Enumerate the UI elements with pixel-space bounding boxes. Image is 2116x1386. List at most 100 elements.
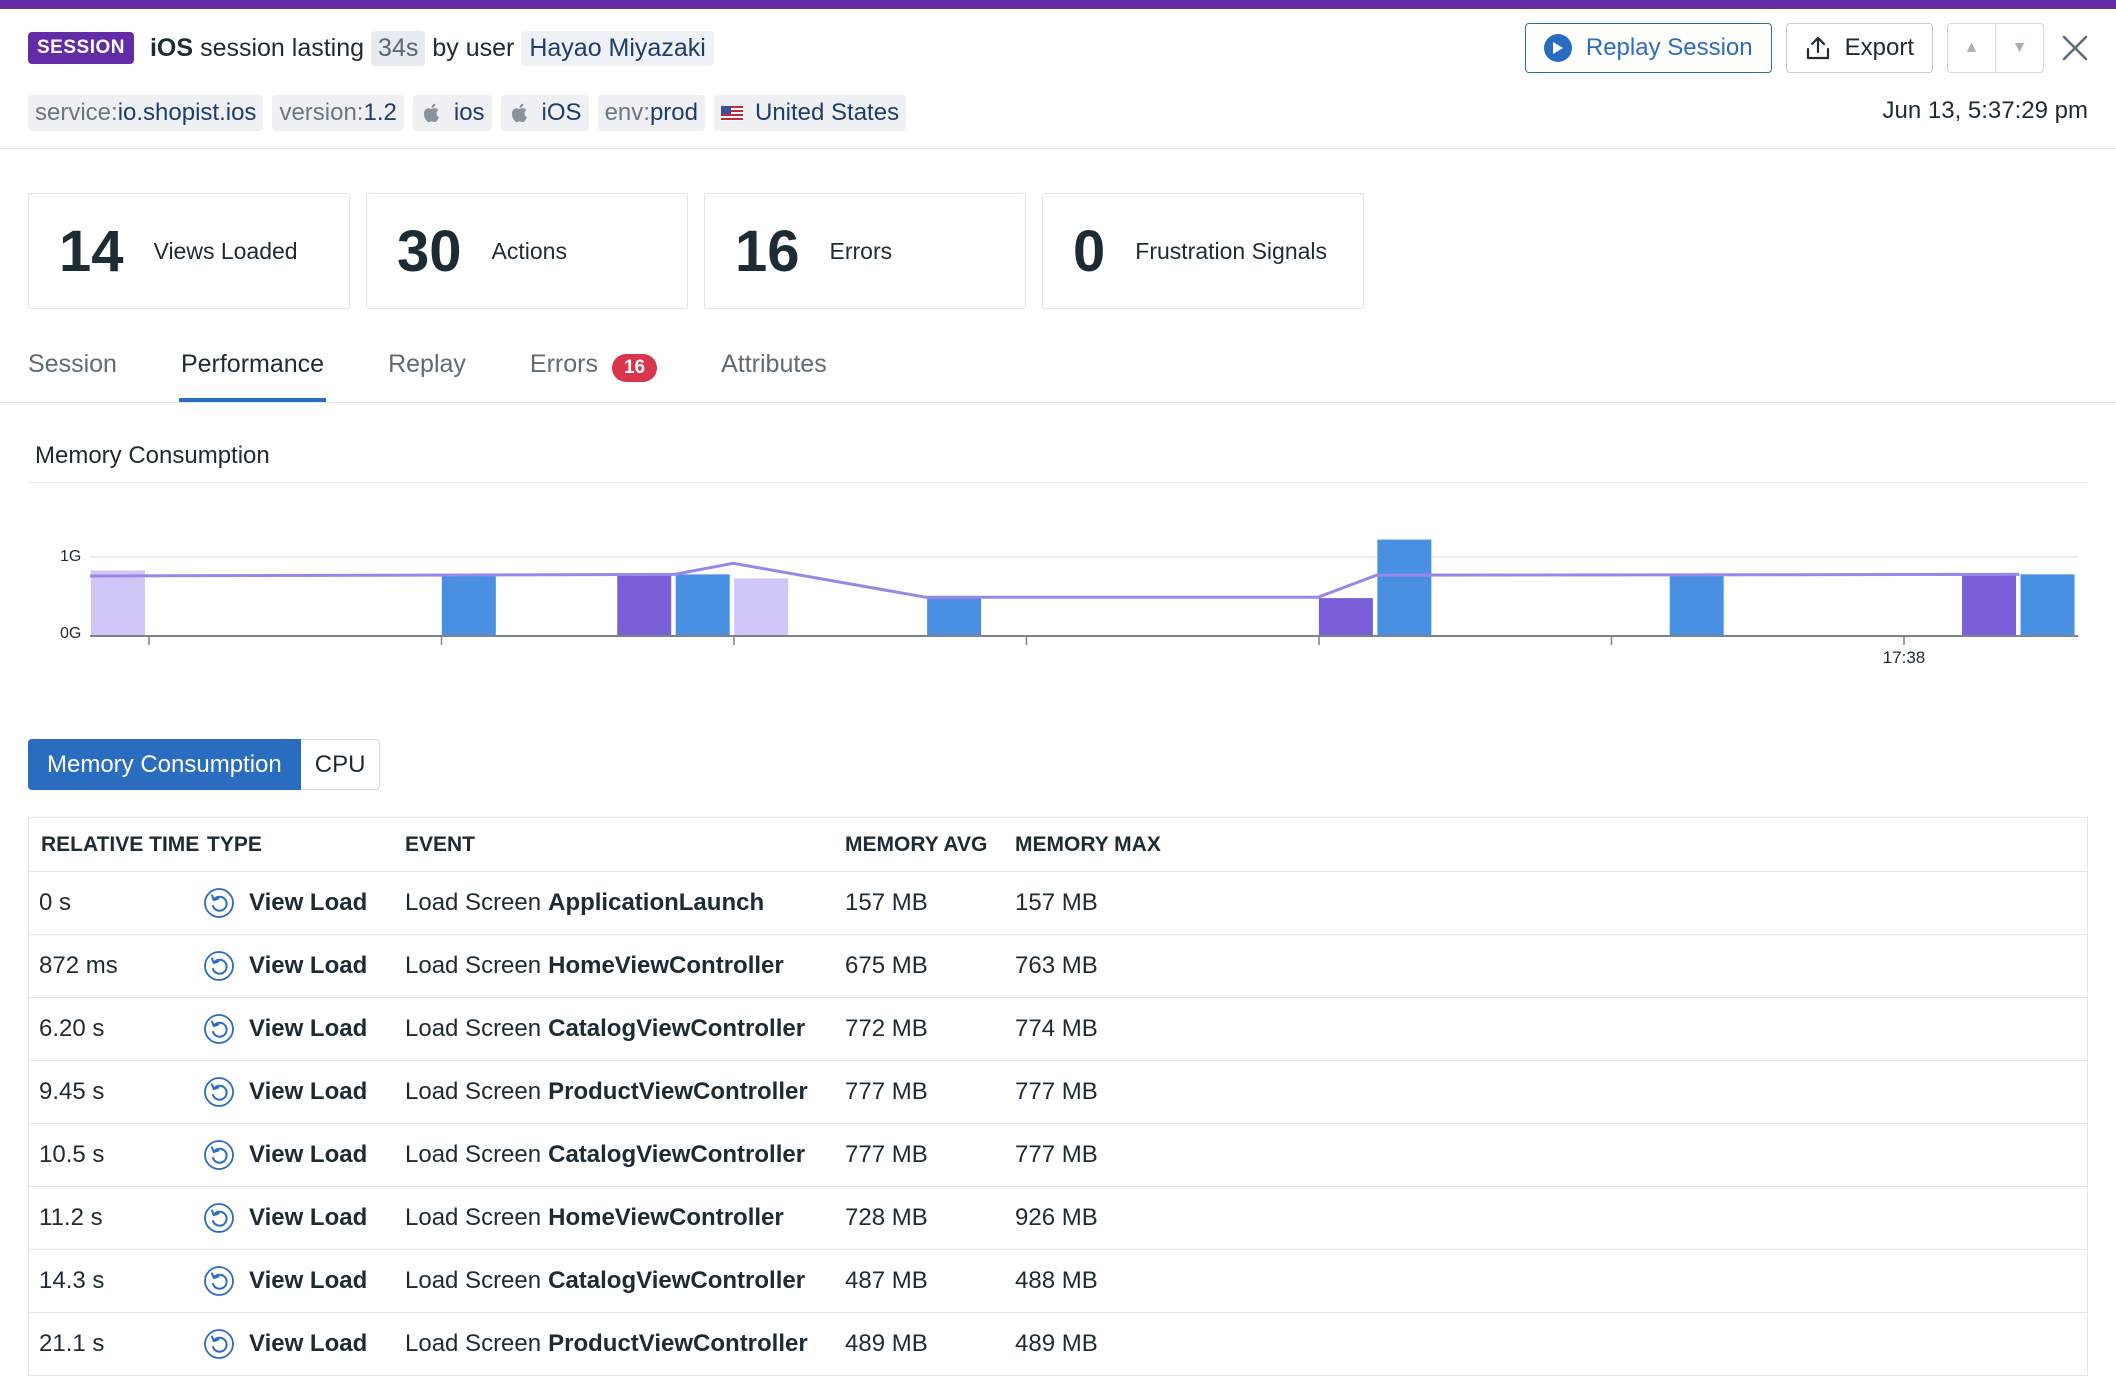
cell-memory-avg: 675 MB (845, 952, 928, 979)
table-row[interactable]: 6.20 s View Load Load Screen CatalogViewCon… (29, 998, 2087, 1061)
tab-errors[interactable]: Errors 16 (530, 350, 658, 402)
table-row[interactable]: 21.1 s View Load Load Screen ProductViewCon… (29, 1313, 2087, 1376)
duration-chip: 34s (371, 30, 426, 66)
play-icon (1543, 34, 1572, 62)
memory-bar[interactable] (734, 578, 789, 636)
stat-card-views[interactable]: 14 Views Loaded (28, 193, 350, 309)
top-accent-bar (0, 0, 2116, 9)
cell-relative-time: 9.45 s (39, 1078, 105, 1105)
memory-bar[interactable] (1377, 539, 1432, 636)
cell-type: View Load (204, 1076, 405, 1108)
metric-toggle: Memory Consumption CPU (28, 739, 381, 790)
cell-relative-time: 872 ms (39, 952, 118, 979)
cell-memory-avg: 777 MB (845, 1078, 928, 1105)
navigation-arrows: ▲ ▼ (1947, 23, 2044, 73)
memory-bar[interactable] (2020, 574, 2075, 636)
replay-session-button[interactable]: Replay Session (1524, 23, 1772, 73)
header-memory-avg[interactable]: MEMORY AVG (845, 832, 988, 856)
cell-type: View Load (204, 950, 405, 982)
tag-os[interactable]: ios (412, 95, 492, 131)
header-actions: Replay Session Export ▲ ▼ (1524, 23, 2090, 73)
table-row[interactable]: 9.45 s View Load Load Screen ProductViewCon… (29, 1061, 2087, 1124)
tag-service[interactable]: service: io.shopist.ios (28, 95, 264, 131)
view-load-icon (204, 888, 234, 918)
tab-replay[interactable]: Replay (388, 350, 466, 378)
by-user-text: by user (432, 33, 515, 62)
us-flag-icon (720, 105, 743, 121)
y-tick-label: 1G (60, 548, 81, 565)
event-prefix: Load Screen (405, 952, 542, 979)
memory-bar[interactable] (617, 574, 672, 636)
tab-bar: Session Performance Replay Errors 16 Att… (28, 350, 891, 402)
export-icon (1806, 36, 1829, 60)
next-arrow-icon[interactable]: ▼ (1995, 24, 2043, 72)
memory-bar[interactable] (1318, 598, 1373, 636)
header-relative-time[interactable]: RELATIVE TIME (41, 832, 200, 856)
cell-type: View Load (204, 1013, 405, 1045)
stat-cards: 14 Views Loaded 30 Actions 16 Errors 0 F… (28, 193, 1380, 309)
table-row[interactable]: 11.2 s View Load Load Screen HomeViewContro… (29, 1187, 2087, 1250)
tab-session[interactable]: Session (28, 350, 117, 378)
memory-bar[interactable] (675, 574, 730, 636)
stat-card-actions[interactable]: 30 Actions (366, 193, 688, 309)
replay-label: Replay Session (1585, 34, 1753, 61)
tag-env[interactable]: env: prod (597, 95, 705, 131)
y-tick-label: 0G (60, 625, 81, 642)
header-event[interactable]: EVENT (405, 832, 476, 856)
event-prefix: Load Screen (405, 1015, 542, 1042)
close-icon[interactable] (2060, 33, 2090, 63)
stat-card-frustration[interactable]: 0 Frustration Signals (1042, 193, 1364, 309)
type-label: View Load (249, 1015, 368, 1042)
tag-version[interactable]: version: 1.2 (272, 95, 404, 131)
cpu-toggle-button[interactable]: CPU (300, 739, 381, 790)
memory-bar[interactable] (91, 570, 145, 636)
stat-card-errors[interactable]: 16 Errors (704, 193, 1026, 309)
event-screen: HomeViewController (548, 952, 784, 979)
memory-bar[interactable] (441, 574, 496, 636)
session-tags: service: io.shopist.ios version: 1.2 ios i… (28, 95, 915, 131)
cell-memory-max: 763 MB (1015, 952, 1098, 979)
memory-bar[interactable] (1669, 574, 1724, 636)
memory-toggle-button[interactable]: Memory Consumption (28, 739, 301, 790)
memory-chart[interactable]: 1G 0G 17:38 (28, 525, 2088, 675)
table-row[interactable]: 872 ms View Load Load Screen HomeViewContro… (29, 935, 2087, 998)
event-screen: CatalogViewController (548, 1141, 806, 1168)
cell-memory-avg: 489 MB (845, 1330, 928, 1357)
table-row[interactable]: 0 s View Load Load Screen ApplicationLaunch… (29, 872, 2087, 935)
tag-country[interactable]: United States (713, 95, 907, 131)
table-header: RELATIVE TIME TYPE EVENT MEMORY AVG MEMO… (29, 818, 2087, 872)
memory-bar[interactable] (1962, 574, 2017, 636)
tag-device[interactable]: iOS (500, 95, 589, 131)
table-row[interactable]: 10.5 s View Load Load Screen CatalogViewCon… (29, 1124, 2087, 1187)
cell-type: View Load (204, 1328, 405, 1360)
cell-event: Load Screen HomeViewController (405, 952, 845, 980)
cell-relative-time: 6.20 s (39, 1015, 105, 1042)
table-row[interactable]: 14.3 s View Load Load Screen CatalogViewCon… (29, 1250, 2087, 1313)
event-prefix: Load Screen (405, 1267, 542, 1294)
cell-memory-max: 489 MB (1015, 1330, 1098, 1357)
previous-arrow-icon[interactable]: ▲ (1963, 39, 1980, 56)
x-tick-label: 17:38 (1883, 648, 1926, 667)
cell-memory-max: 926 MB (1015, 1204, 1098, 1231)
tab-performance[interactable]: Performance (178, 350, 327, 402)
cell-event: Load Screen ApplicationLaunch (405, 889, 845, 917)
session-header: SESSION iOS session lasting 34s by user … (28, 28, 714, 68)
header-type[interactable]: TYPE (207, 832, 262, 856)
apple-icon (423, 103, 439, 123)
tabs-divider (0, 402, 2116, 403)
session-date: Jun 13, 5:37:29 pm (1882, 97, 2088, 124)
header-memory-max[interactable]: MEMORY MAX (1015, 832, 1161, 856)
cell-event: Load Screen ProductViewController (405, 1330, 845, 1358)
tab-attributes[interactable]: Attributes (721, 350, 827, 378)
cell-memory-avg: 157 MB (845, 889, 928, 916)
export-button[interactable]: Export (1785, 23, 1933, 73)
view-load-icon (204, 1203, 234, 1233)
memory-bar[interactable] (927, 598, 982, 636)
session-badge: SESSION (28, 32, 134, 64)
user-chip[interactable]: Hayao Miyazaki (521, 30, 714, 66)
cell-relative-time: 14.3 s (39, 1267, 105, 1294)
memory-line (89, 561, 2020, 599)
cell-memory-max: 774 MB (1015, 1015, 1098, 1042)
apple-icon (511, 103, 527, 123)
view-load-icon (204, 1140, 234, 1170)
